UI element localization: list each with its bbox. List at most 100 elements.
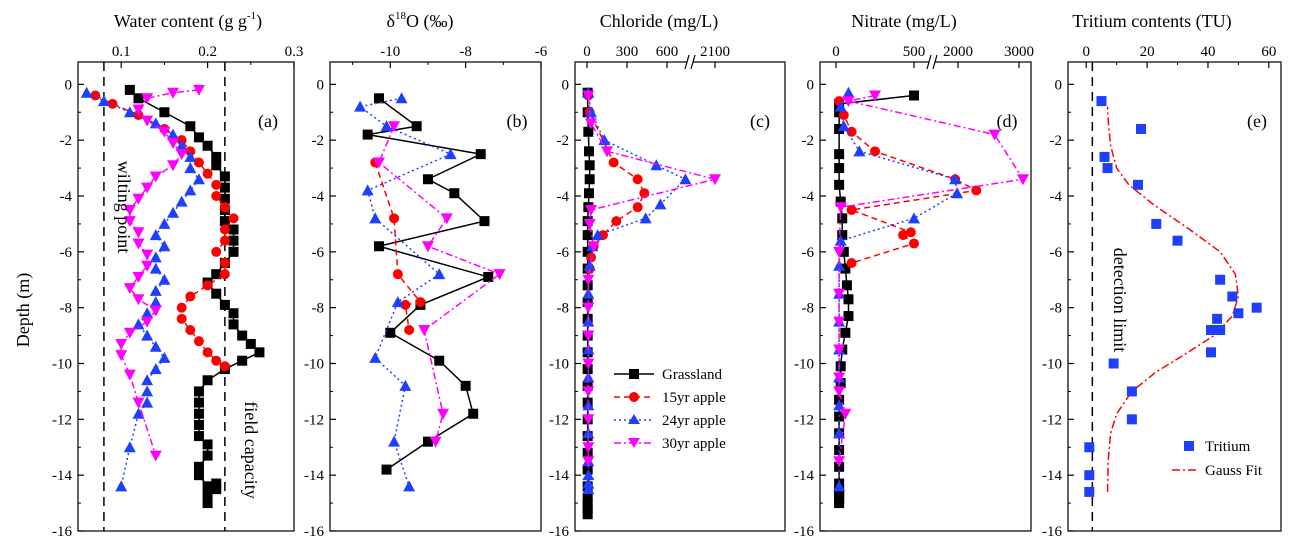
legend-label-24yr-apple: 24yr apple (662, 413, 726, 429)
legend-tritium: Tritium Gauss Fit (1172, 439, 1263, 479)
data-point-a-30yr-apple (149, 171, 162, 183)
data-point-a-15yr-apple (219, 202, 230, 213)
data-point-b-grassland (434, 355, 445, 366)
tritium-point (1108, 358, 1119, 369)
data-point-a-grassland (219, 216, 230, 227)
data-point-a-30yr-apple (167, 87, 180, 99)
data-point-d-24yr-apple (949, 173, 962, 185)
data-point-a-15yr-apple (219, 269, 230, 280)
data-point-a-grassland (133, 93, 144, 104)
data-point-b-grassland (422, 436, 433, 447)
data-point-d-24yr-apple (834, 234, 847, 246)
data-point-a-24yr-apple (80, 86, 93, 98)
data-point-c-30yr-apple (582, 386, 595, 398)
y-tick-label-d: -4 (802, 189, 815, 205)
data-point-a-24yr-apple (132, 407, 145, 419)
data-point-a-15yr-apple (228, 213, 239, 224)
data-point-c-30yr-apple (582, 358, 595, 370)
y-tick-label-c: -6 (557, 245, 570, 261)
legend-label-tritium: Tritium (1205, 439, 1251, 455)
data-point-a-24yr-apple (175, 139, 188, 151)
data-point-a-24yr-apple (123, 441, 136, 453)
x-tick-label-a: 0.1 (112, 44, 131, 60)
data-point-b-24yr-apple (433, 268, 446, 280)
data-point-c-24yr-apple (639, 212, 652, 224)
data-point-a-30yr-apple (192, 84, 205, 96)
data-point-c-24yr-apple (582, 469, 595, 481)
data-point-c-24yr-apple (583, 259, 596, 271)
data-point-a-30yr-apple (141, 260, 154, 272)
data-point-d-grassland (837, 230, 848, 241)
data-point-c-24yr-apple (679, 173, 692, 185)
data-point-d-30yr-apple (1017, 174, 1029, 186)
data-point-b-24yr-apple (361, 184, 374, 196)
axis-break-gap-c (687, 54, 693, 70)
axis-break-mark-c (684, 54, 690, 70)
data-point-d-15yr-apple (898, 230, 909, 241)
data-point-c-30yr-apple (582, 90, 595, 102)
data-point-b-24yr-apple (354, 100, 367, 112)
y-tick-label-a: 0 (65, 77, 73, 93)
data-point-a-grassland (202, 450, 213, 461)
data-point-a-grassland (202, 489, 213, 500)
data-point-d-24yr-apple (833, 259, 846, 271)
data-point-a-24yr-apple (184, 162, 197, 174)
data-point-b-grassland (460, 380, 471, 391)
data-point-a-15yr-apple (202, 280, 213, 291)
data-point-a-15yr-apple (193, 336, 204, 347)
data-point-c-grassland (584, 160, 595, 171)
data-point-a-24yr-apple (97, 95, 110, 107)
data-point-b-grassland (479, 216, 490, 227)
data-point-d-15yr-apple (846, 204, 857, 215)
x-tick-label-c: 300 (616, 44, 639, 60)
data-point-a-30yr-apple (132, 294, 145, 306)
data-point-b-30yr-apple (493, 269, 506, 281)
data-point-a-grassland (219, 299, 230, 310)
data-point-a-grassland (245, 338, 256, 349)
data-point-c-30yr-apple (582, 414, 595, 426)
data-point-a-30yr-apple (149, 305, 162, 317)
panel-b-frame (329, 61, 542, 532)
tritium-point (1126, 414, 1137, 425)
y-tick-label-d: -16 (794, 524, 814, 537)
data-point-a-grassland (193, 470, 204, 481)
tritium-point (1212, 313, 1223, 324)
data-point-a-24yr-apple (158, 217, 171, 229)
data-point-b-30yr-apple (437, 408, 450, 420)
y-tick-label-b: -2 (312, 133, 325, 149)
data-point-c-30yr-apple (587, 241, 600, 253)
panel-c-title: Chloride (mg/L) (600, 11, 718, 32)
y-tick-label-a: -2 (60, 133, 73, 149)
data-point-a-24yr-apple (158, 351, 171, 363)
data-point-a-15yr-apple (90, 90, 101, 101)
y-tick-label-e: -12 (1042, 412, 1062, 428)
plot-area: 0 -2 -4 -6 -8 -10 -12 -14 -16 0.1 0.2 0.3 0 -2 -4 -6 -8 -… (52, 44, 1282, 537)
data-point-d-30yr-apple (833, 246, 846, 258)
data-point-c-30yr-apple (582, 302, 595, 314)
data-point-a-grassland (202, 439, 213, 450)
data-point-d-grassland (843, 311, 854, 322)
data-point-a-grassland (211, 478, 222, 489)
data-point-a-30yr-apple (132, 193, 145, 205)
y-tick-label-a: -16 (52, 524, 72, 537)
data-point-b-grassland (362, 129, 373, 140)
data-point-a-30yr-apple (132, 271, 145, 283)
data-point-a-grassland (193, 132, 204, 143)
data-point-a-grassland (228, 235, 239, 246)
data-point-a-15yr-apple (185, 291, 196, 302)
data-point-a-30yr-apple (141, 182, 154, 194)
legend-label-30yr-apple: 30yr apple (662, 436, 726, 452)
data-point-a-grassland (202, 498, 213, 509)
data-point-d-24yr-apple (853, 145, 866, 157)
axis-break-mark-d (932, 54, 938, 70)
series-line-c-24yr-apple (587, 92, 687, 490)
tritium-point (1227, 291, 1238, 302)
x-tick-label-b: -8 (459, 44, 472, 60)
data-point-a-30yr-apple (175, 149, 188, 161)
data-point-c-grassland (582, 246, 593, 257)
data-point-c-grassland (582, 503, 593, 514)
y-tick-label-d: -2 (802, 133, 815, 149)
data-point-d-grassland (835, 378, 846, 389)
y-tick-label-d: -6 (802, 245, 815, 261)
x-tick-label-b: -6 (535, 44, 548, 60)
